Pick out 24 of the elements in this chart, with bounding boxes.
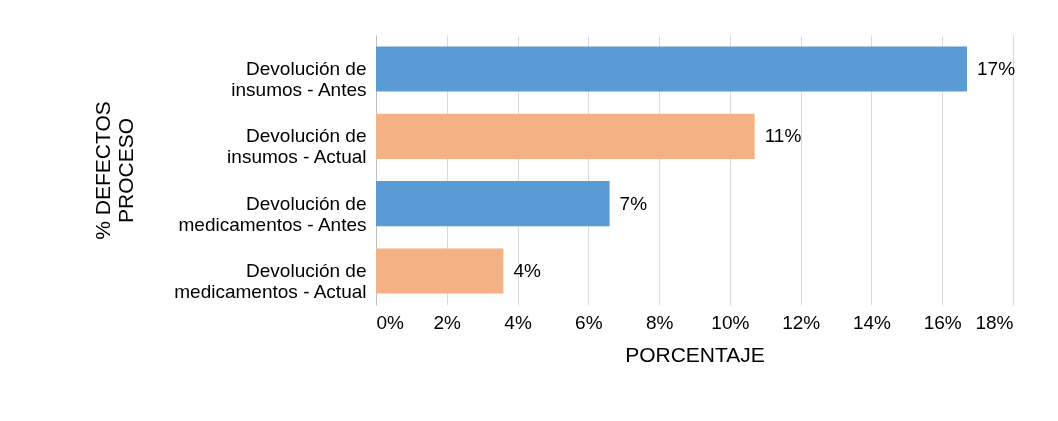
y-axis-title: % DEFECTOS PROCESO: [90, 101, 137, 240]
x-tick-label: 6%: [575, 311, 603, 333]
y-tick-label: Devolución de medicamentos - Actual: [174, 260, 367, 302]
y-tick-label: Devolución de insumos - Actual: [227, 125, 367, 168]
bar: [376, 181, 610, 227]
bar: [376, 46, 967, 92]
y-tick-label: Devolución de medicamentos - Antes: [178, 192, 367, 235]
bar: [376, 113, 755, 159]
x-tick-label: 10%: [711, 311, 750, 333]
data-label: 7%: [619, 192, 648, 214]
x-tick-label: 2%: [433, 311, 462, 333]
x-tick-label: 14%: [852, 311, 892, 333]
data-label: 11%: [764, 125, 802, 147]
data-label: 17%: [976, 58, 1016, 79]
x-tick-label: 18%: [975, 311, 1014, 333]
x-tick-label: 8%: [645, 311, 674, 333]
x-tick-label: 16%: [923, 311, 962, 333]
x-tick-label: 4%: [504, 311, 532, 333]
bar: [376, 248, 504, 294]
x-tick-label: 0%: [376, 311, 405, 333]
x-axis-title: PORCENTAJE: [625, 342, 765, 366]
data-label: 4%: [513, 260, 541, 281]
y-tick-label: Devolución de insumos - Antes: [231, 58, 367, 100]
x-tick-label: 12%: [782, 311, 821, 333]
